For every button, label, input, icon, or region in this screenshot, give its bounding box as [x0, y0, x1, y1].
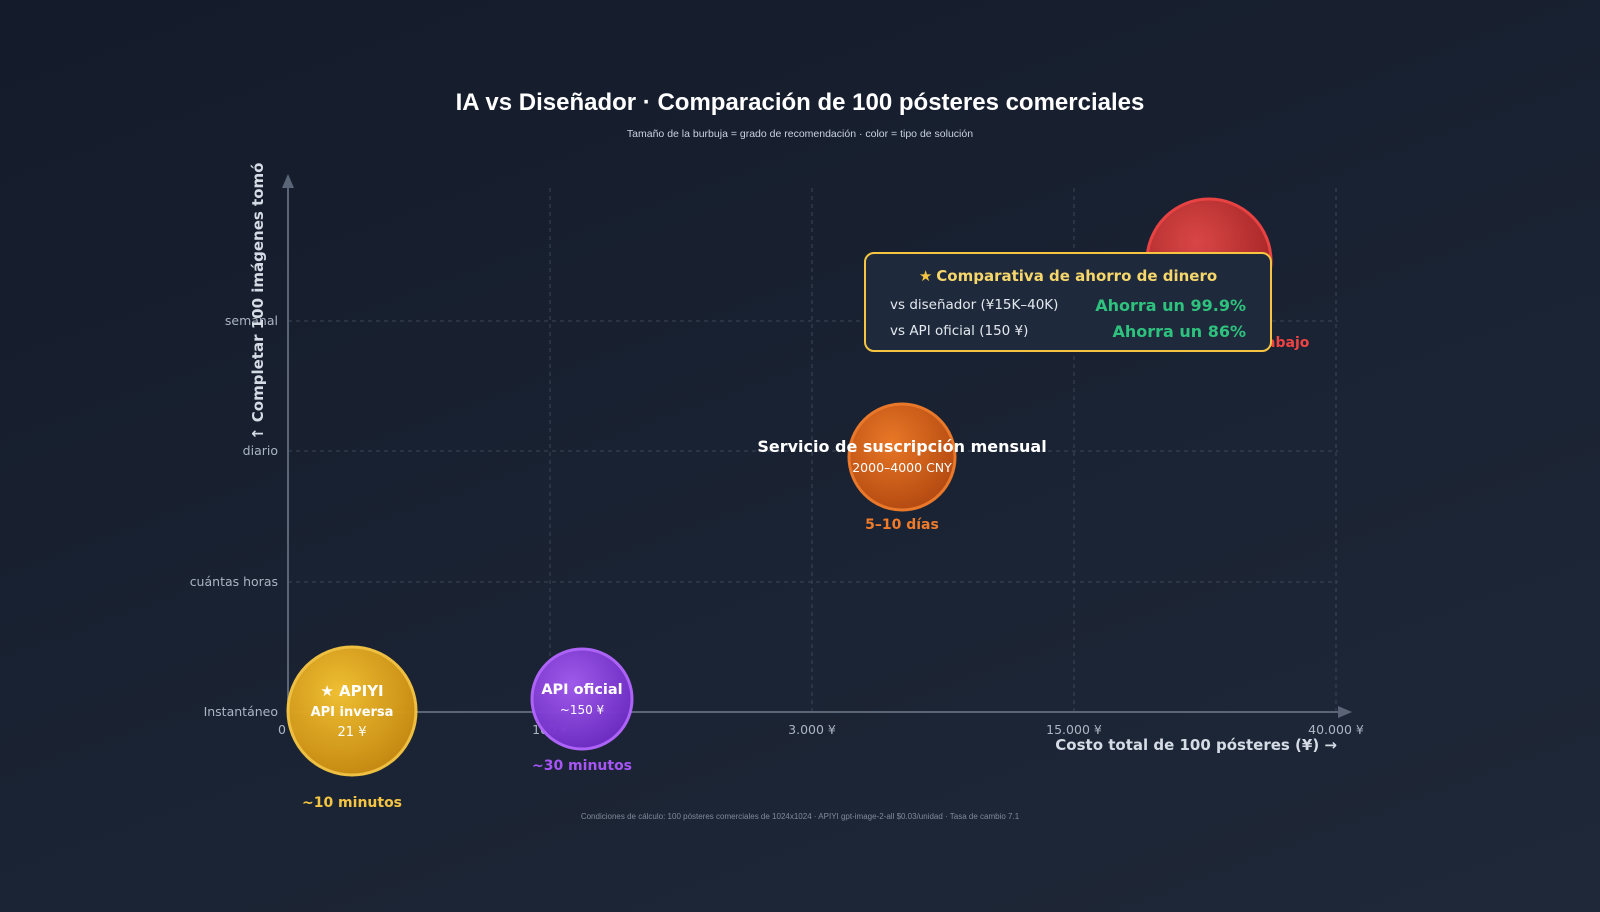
savings-row-official-api: vs API oficial (150 ¥) Ahorra un 86%: [890, 318, 1246, 344]
x-axis-arrow: [1338, 706, 1352, 718]
savings-row-value: Ahorra un 99.9%: [1095, 295, 1246, 315]
y-tick-label: semanal: [225, 313, 278, 328]
savings-row-label: vs API oficial (150 ¥): [890, 323, 1029, 339]
bubble-label: 2000–4000 CNY: [852, 460, 952, 475]
bubble: [847, 402, 957, 512]
savings-row-value: Ahorra un 86%: [1112, 321, 1246, 341]
bubble-time-label: 5–10 días: [865, 517, 939, 533]
savings-title-row: ★ Comparativa de ahorro de dinero: [890, 264, 1246, 288]
chart-subtitle: Tamaño de la burbuja = grado de recomend…: [627, 128, 973, 140]
y-tick-label: cuántas horas: [190, 574, 278, 589]
savings-title: Comparativa de ahorro de dinero: [936, 267, 1218, 285]
savings-row-label: vs diseñador (¥15K–40K): [890, 297, 1059, 313]
bubble-label: API oficial: [541, 682, 622, 698]
footnote: Condiciones de cálculo: 100 pósteres com…: [581, 812, 1020, 821]
y-tick-label: diario: [243, 443, 278, 458]
chart-title: IA vs Diseñador · Comparación de 100 pós…: [456, 89, 1145, 116]
bubble: [286, 645, 418, 777]
x-tick-label: 40.000 ¥: [1308, 722, 1364, 737]
axes: [282, 174, 1352, 718]
bubble-label: Servicio de suscripción mensual: [757, 437, 1046, 456]
y-tick-label: Instantáneo: [204, 704, 278, 719]
bubble-time-label: ~10 minutos: [302, 795, 402, 811]
savings-row-designer: vs diseñador (¥15K–40K) Ahorra un 99.9%: [890, 292, 1246, 318]
bubble-label: API inversa: [311, 705, 394, 720]
bubble-label: 21 ¥: [338, 725, 367, 740]
axis-ticks: 0 ¥100 ¥3.000 ¥15.000 ¥40.000 ¥Instantán…: [190, 313, 1364, 737]
star-icon: ★: [918, 267, 933, 285]
x-tick-label: 15.000 ¥: [1046, 722, 1102, 737]
x-tick-label: 3.000 ¥: [788, 722, 836, 737]
savings-comparison-box: ★ Comparativa de ahorro de dinero vs dise…: [864, 252, 1272, 352]
y-axis-arrow: [282, 174, 294, 188]
bubble-label: ★ APIYI: [320, 682, 383, 700]
bubble: [530, 647, 634, 751]
x-axis-label: Costo total de 100 pósteres (¥) →: [1055, 736, 1337, 754]
y-axis-label: ↑ Completar 100 imágenes tomó: [249, 163, 267, 440]
bubble-time-label: ~30 minutos: [532, 758, 632, 774]
bubble-label: ~150 ¥: [560, 703, 605, 717]
